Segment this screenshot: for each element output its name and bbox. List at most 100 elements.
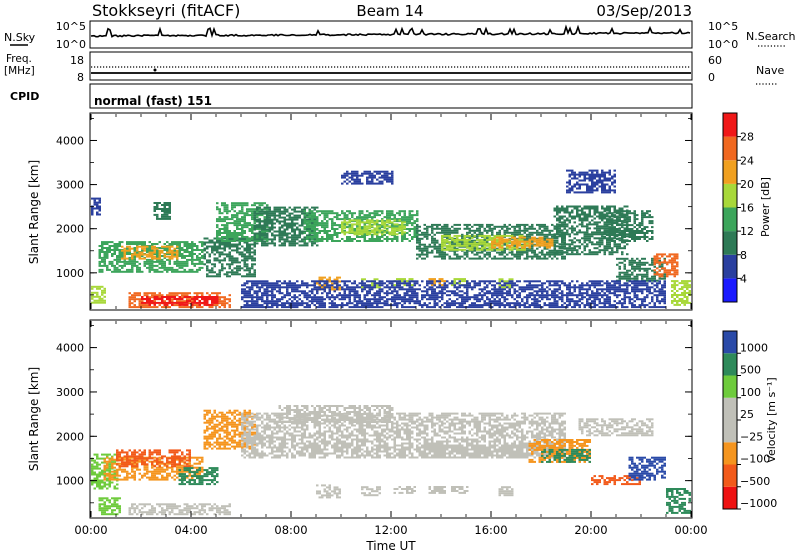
scatter-cell <box>306 294 309 297</box>
scatter-cell <box>308 284 311 287</box>
nsky-tick-bottom: 10^0 <box>56 38 86 51</box>
scatter-cell <box>453 234 456 237</box>
scatter-cell <box>248 275 251 278</box>
scatter-cell <box>243 263 246 266</box>
scatter-cell <box>221 240 224 242</box>
scatter-cell <box>188 258 191 261</box>
scatter-cell <box>146 300 149 302</box>
scatter-cell <box>338 286 341 289</box>
scatter-cell <box>603 230 606 232</box>
scatter-cell <box>311 244 314 247</box>
scatter-cell <box>423 235 426 238</box>
scatter-cell <box>441 246 444 249</box>
scatter-cell <box>236 259 239 262</box>
scatter-cell <box>268 294 271 297</box>
scatter-cell <box>166 253 169 255</box>
scatter-cell <box>101 297 104 300</box>
scatter-cell <box>136 298 139 301</box>
scatter-cell <box>613 207 616 210</box>
scatter-cell <box>601 235 604 238</box>
scatter-cell <box>361 278 364 281</box>
scatter-cell <box>581 207 584 210</box>
scatter-cell <box>606 224 609 227</box>
scatter-cell <box>618 232 621 234</box>
scatter-cell <box>646 269 649 272</box>
scatter-cell <box>456 236 459 239</box>
scatter-cell <box>151 253 154 256</box>
scatter-cell <box>168 257 171 260</box>
scatter-cell <box>603 187 606 190</box>
scatter-cell <box>203 301 206 304</box>
scatter-cell <box>261 286 264 289</box>
scatter-cell <box>196 262 199 265</box>
scatter-cell <box>441 248 444 251</box>
scatter-cell <box>208 271 211 274</box>
scatter-cell <box>363 236 366 238</box>
scatter-cell <box>136 270 139 273</box>
scatter-cell <box>163 245 166 248</box>
scatter-cell <box>446 240 449 243</box>
scatter-cell <box>208 261 211 264</box>
scatter-cell <box>483 236 486 239</box>
scatter-cell <box>248 214 251 217</box>
scatter-cell <box>653 269 656 272</box>
scatter-cell <box>313 230 316 232</box>
scatter-cell <box>241 216 244 219</box>
scatter-cell <box>196 256 199 259</box>
scatter-cell <box>188 302 191 305</box>
scatter-cell <box>656 257 659 260</box>
scatter-cell <box>153 251 156 254</box>
scatter-cell <box>686 284 689 287</box>
scatter-cell <box>168 298 171 300</box>
scatter-cell <box>103 258 106 261</box>
scatter-cell <box>241 290 244 293</box>
scatter-cell <box>166 249 169 251</box>
scatter-cell <box>318 276 321 279</box>
scatter-cell <box>533 244 536 247</box>
scatter-cell <box>158 258 161 261</box>
scatter-cell <box>321 286 324 289</box>
scatter-cell <box>238 273 241 276</box>
scatter-cell <box>311 288 314 291</box>
scatter-cell <box>606 230 609 232</box>
scatter-cell <box>198 249 201 251</box>
scatter-cell <box>98 199 101 202</box>
scatter-cell <box>401 231 404 234</box>
scatter-cell <box>306 234 309 237</box>
scatter-cell <box>641 261 644 264</box>
scatter-cell <box>468 246 471 249</box>
scatter-cell <box>236 271 239 274</box>
scatter-cell <box>263 282 266 285</box>
scatter-cell <box>186 247 189 249</box>
scatter-cell <box>148 306 151 309</box>
scatter-cell <box>561 241 564 244</box>
scatter-cell <box>511 236 514 239</box>
scatter-cell <box>371 236 374 238</box>
scatter-cell <box>183 249 186 251</box>
scatter-cell <box>283 234 286 237</box>
scatter-cell <box>243 294 246 297</box>
scatter-cell <box>623 240 626 242</box>
scatter-cell <box>133 304 136 307</box>
scatter-cell <box>443 233 446 236</box>
scatter-cell <box>473 244 476 247</box>
scatter-cell <box>413 228 416 230</box>
scatter-cell <box>498 246 501 249</box>
scatter-cell <box>566 251 569 254</box>
scatter-cell <box>601 219 604 222</box>
scatter-cell <box>243 275 246 278</box>
scatter-cell <box>181 249 184 251</box>
scatter-cell <box>541 229 544 232</box>
scatter-cell <box>278 232 281 235</box>
scatter-cell <box>276 234 279 237</box>
scatter-cell <box>331 226 334 229</box>
scatter-cell <box>568 245 571 248</box>
scatter-cell <box>598 215 601 218</box>
scatter-cell <box>613 228 616 230</box>
scatter-cell <box>303 242 306 245</box>
scatter-cell <box>438 251 441 254</box>
scatter-cell <box>148 303 151 306</box>
scatter-cell <box>516 231 519 234</box>
scatter-cell <box>588 233 591 236</box>
scatter-cell <box>578 191 581 194</box>
